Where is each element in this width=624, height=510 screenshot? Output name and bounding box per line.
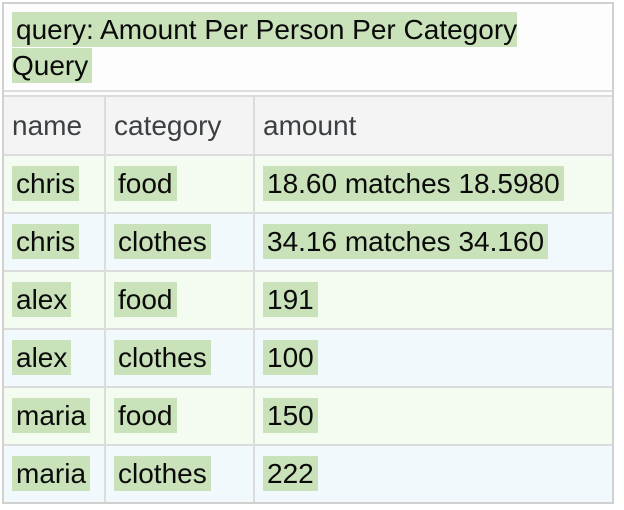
pass-highlight: maria — [12, 456, 91, 491]
cell-name: alex — [4, 270, 106, 330]
pass-highlight: 18.60 matches 18.5980 — [263, 166, 564, 201]
pass-highlight: clothes — [114, 340, 211, 375]
cell-name: maria — [4, 444, 106, 502]
query-title: query: Amount Per Person Per Category Qu… — [4, 4, 612, 92]
cell-amount: 100 — [253, 328, 612, 388]
cell-category: food — [104, 270, 255, 330]
pass-highlight: clothes — [114, 224, 211, 259]
pass-highlight: food — [114, 282, 177, 317]
pass-highlight: 191 — [263, 282, 318, 317]
table-row: chris food 18.60 matches 18.5980 — [4, 154, 612, 214]
cell-category: food — [104, 386, 255, 446]
pass-highlight: 34.16 matches 34.160 — [263, 224, 549, 259]
pass-highlight: alex — [12, 340, 72, 375]
cell-amount: 150 — [253, 386, 612, 446]
cell-name: maria — [4, 386, 106, 446]
query-results-panel: query: Amount Per Person Per Category Qu… — [2, 2, 614, 504]
table-row: alex food 191 — [4, 270, 612, 330]
table-row: chris clothes 34.16 matches 34.160 — [4, 212, 612, 272]
table-row: alex clothes 100 — [4, 328, 612, 388]
cell-name: alex — [4, 328, 106, 388]
cell-category: clothes — [104, 212, 255, 272]
pass-highlight: query: Amount Per Person Per Category Qu… — [12, 12, 518, 83]
pass-highlight: clothes — [114, 456, 211, 491]
header-row: name category amount — [4, 95, 612, 156]
column-header-category: category — [104, 95, 255, 156]
results-table: name category amount chris food 18.60 ma… — [4, 95, 612, 502]
cell-name: chris — [4, 212, 106, 272]
pass-highlight: 150 — [263, 398, 318, 433]
cell-amount: 18.60 matches 18.5980 — [253, 154, 612, 214]
pass-highlight: chris — [12, 166, 80, 201]
pass-highlight: food — [114, 166, 177, 201]
cell-amount: 191 — [253, 270, 612, 330]
cell-category: clothes — [104, 328, 255, 388]
pass-highlight: 222 — [263, 456, 318, 491]
column-header-amount: amount — [253, 95, 612, 156]
table-row: maria food 150 — [4, 386, 612, 446]
cell-amount: 34.16 matches 34.160 — [253, 212, 612, 272]
pass-highlight: food — [114, 398, 177, 433]
cell-name: chris — [4, 154, 106, 214]
cell-category: clothes — [104, 444, 255, 502]
pass-highlight: alex — [12, 282, 72, 317]
table-body: chris food 18.60 matches 18.5980 chris c… — [4, 154, 612, 502]
cell-category: food — [104, 154, 255, 214]
column-header-name: name — [4, 95, 106, 156]
pass-highlight: chris — [12, 224, 80, 259]
pass-highlight: maria — [12, 398, 91, 433]
pass-highlight: 100 — [263, 340, 318, 375]
cell-amount: 222 — [253, 444, 612, 502]
table-row: maria clothes 222 — [4, 444, 612, 502]
